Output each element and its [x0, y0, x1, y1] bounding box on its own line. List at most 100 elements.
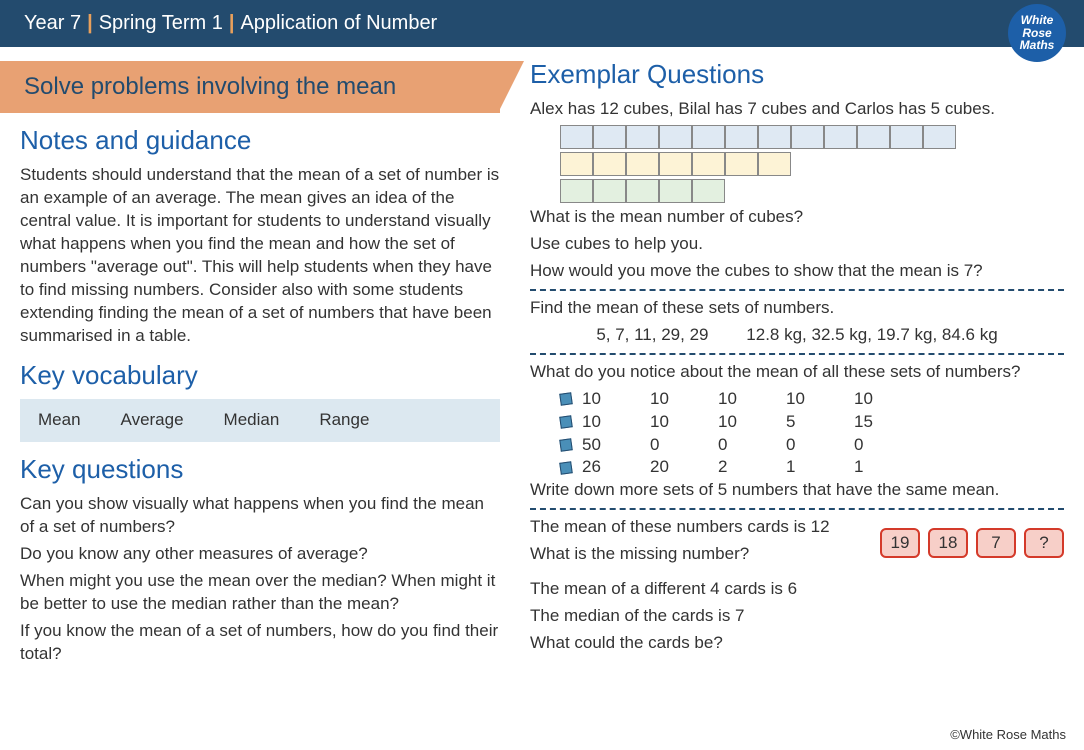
q1-line: How would you move the cubes to show tha… [530, 260, 1064, 283]
header-bar: Year 7 | Spring Term 1 | Application of … [0, 0, 1084, 47]
number-set-row: 10 10 10 10 10 [560, 388, 1064, 411]
cube [692, 125, 725, 149]
cube [923, 125, 956, 149]
cube [791, 125, 824, 149]
number-value: 20 [650, 456, 682, 479]
exemplar-heading: Exemplar Questions [530, 57, 1064, 92]
cube [560, 152, 593, 176]
logo-line-1: White [1021, 14, 1054, 27]
q2-set-2: 12.8 kg, 32.5 kg, 19.7 kg, 84.6 kg [746, 325, 997, 344]
q5-line: The mean of a different 4 cards is 6 [530, 578, 1064, 601]
q3-intro: What do you notice about the mean of all… [530, 361, 1064, 384]
cube-row [560, 179, 1064, 203]
cube [560, 125, 593, 149]
vocab-item: Median [224, 409, 280, 432]
number-value: 50 [582, 434, 614, 457]
logo-badge: White Rose Maths [1008, 4, 1066, 62]
number-set-values: 101010515 [582, 411, 886, 434]
q2-set-1: 5, 7, 11, 29, 29 [596, 325, 708, 344]
bullet-icon [559, 438, 573, 452]
number-value: 1 [854, 456, 886, 479]
bullet-icon [559, 461, 573, 475]
right-column: Exemplar Questions Alex has 12 cubes, Bi… [530, 47, 1064, 670]
number-value: 10 [650, 411, 682, 434]
key-question: Can you show visually what happens when … [20, 493, 500, 539]
vocab-row: Mean Average Median Range [20, 399, 500, 442]
number-value: 0 [650, 434, 682, 457]
cube [626, 179, 659, 203]
number-value: 10 [650, 388, 682, 411]
cube [725, 152, 758, 176]
vocab-item: Mean [38, 409, 81, 432]
number-value: 0 [718, 434, 750, 457]
header-term: Spring Term 1 [99, 10, 223, 37]
q5-line: The median of the cards is 7 [530, 605, 1064, 628]
header-sep-1: | [87, 10, 93, 37]
q2-sets: 5, 7, 11, 29, 29 12.8 kg, 32.5 kg, 19.7 … [530, 324, 1064, 347]
key-question: When might you use the mean over the med… [20, 570, 500, 616]
q4-line: What is the missing number? [530, 543, 830, 566]
cube [560, 179, 593, 203]
cube [890, 125, 923, 149]
number-value: 10 [718, 388, 750, 411]
cube [593, 179, 626, 203]
number-value: 2 [718, 456, 750, 479]
notes-heading: Notes and guidance [20, 123, 500, 158]
bullet-icon [559, 415, 573, 429]
q1-intro: Alex has 12 cubes, Bilal has 7 cubes and… [530, 98, 1064, 121]
number-card: 19 [880, 528, 920, 558]
header-sep-2: | [229, 10, 235, 37]
number-value: 10 [582, 388, 614, 411]
cube [593, 125, 626, 149]
key-question: If you know the mean of a set of numbers… [20, 620, 500, 666]
number-cards: 19187? [880, 528, 1064, 558]
cube [758, 125, 791, 149]
number-sets: 10101010101010105155000002620211 [530, 388, 1064, 480]
number-set-values: 50 0 0 0 0 [582, 434, 886, 457]
left-column: Solve problems involving the mean Notes … [20, 47, 500, 670]
cube-row [560, 125, 1064, 149]
q1-line: Use cubes to help you. [530, 233, 1064, 256]
number-value: 10 [718, 411, 750, 434]
cube [626, 125, 659, 149]
cube [659, 152, 692, 176]
notes-body: Students should understand that the mean… [20, 164, 500, 348]
bullet-icon [559, 392, 573, 406]
cube-row [560, 152, 1064, 176]
cube [857, 125, 890, 149]
cube [692, 179, 725, 203]
cube [659, 125, 692, 149]
number-value: 10 [786, 388, 818, 411]
cubes-diagram [530, 125, 1064, 203]
number-card: ? [1024, 528, 1064, 558]
header-year: Year 7 [24, 10, 81, 37]
number-value: 10 [582, 411, 614, 434]
number-value: 10 [854, 388, 886, 411]
number-card: 18 [928, 528, 968, 558]
vocab-heading: Key vocabulary [20, 358, 500, 393]
header-unit: Application of Number [240, 10, 437, 37]
topic-banner: Solve problems involving the mean [0, 61, 500, 113]
q4-line: The mean of these numbers cards is 12 [530, 516, 830, 539]
number-value: 0 [786, 434, 818, 457]
key-question: Do you know any other measures of averag… [20, 543, 500, 566]
number-value: 1 [786, 456, 818, 479]
number-set-row: 26 20 2 1 1 [560, 456, 1064, 479]
logo-line-3: Maths [1020, 39, 1055, 52]
number-set-row: 50 0 0 0 0 [560, 434, 1064, 457]
divider [530, 289, 1064, 291]
cube [692, 152, 725, 176]
number-set-values: 10 10 10 10 10 [582, 388, 886, 411]
keyq-heading: Key questions [20, 452, 500, 487]
number-value: 0 [854, 434, 886, 457]
cube [593, 152, 626, 176]
q2-intro: Find the mean of these sets of numbers. [530, 297, 1064, 320]
divider [530, 353, 1064, 355]
cube [626, 152, 659, 176]
divider [530, 508, 1064, 510]
vocab-item: Range [319, 409, 369, 432]
footer-copyright: ©White Rose Maths [950, 726, 1066, 744]
number-value: 26 [582, 456, 614, 479]
cube [725, 125, 758, 149]
number-set-row: 101010515 [560, 411, 1064, 434]
